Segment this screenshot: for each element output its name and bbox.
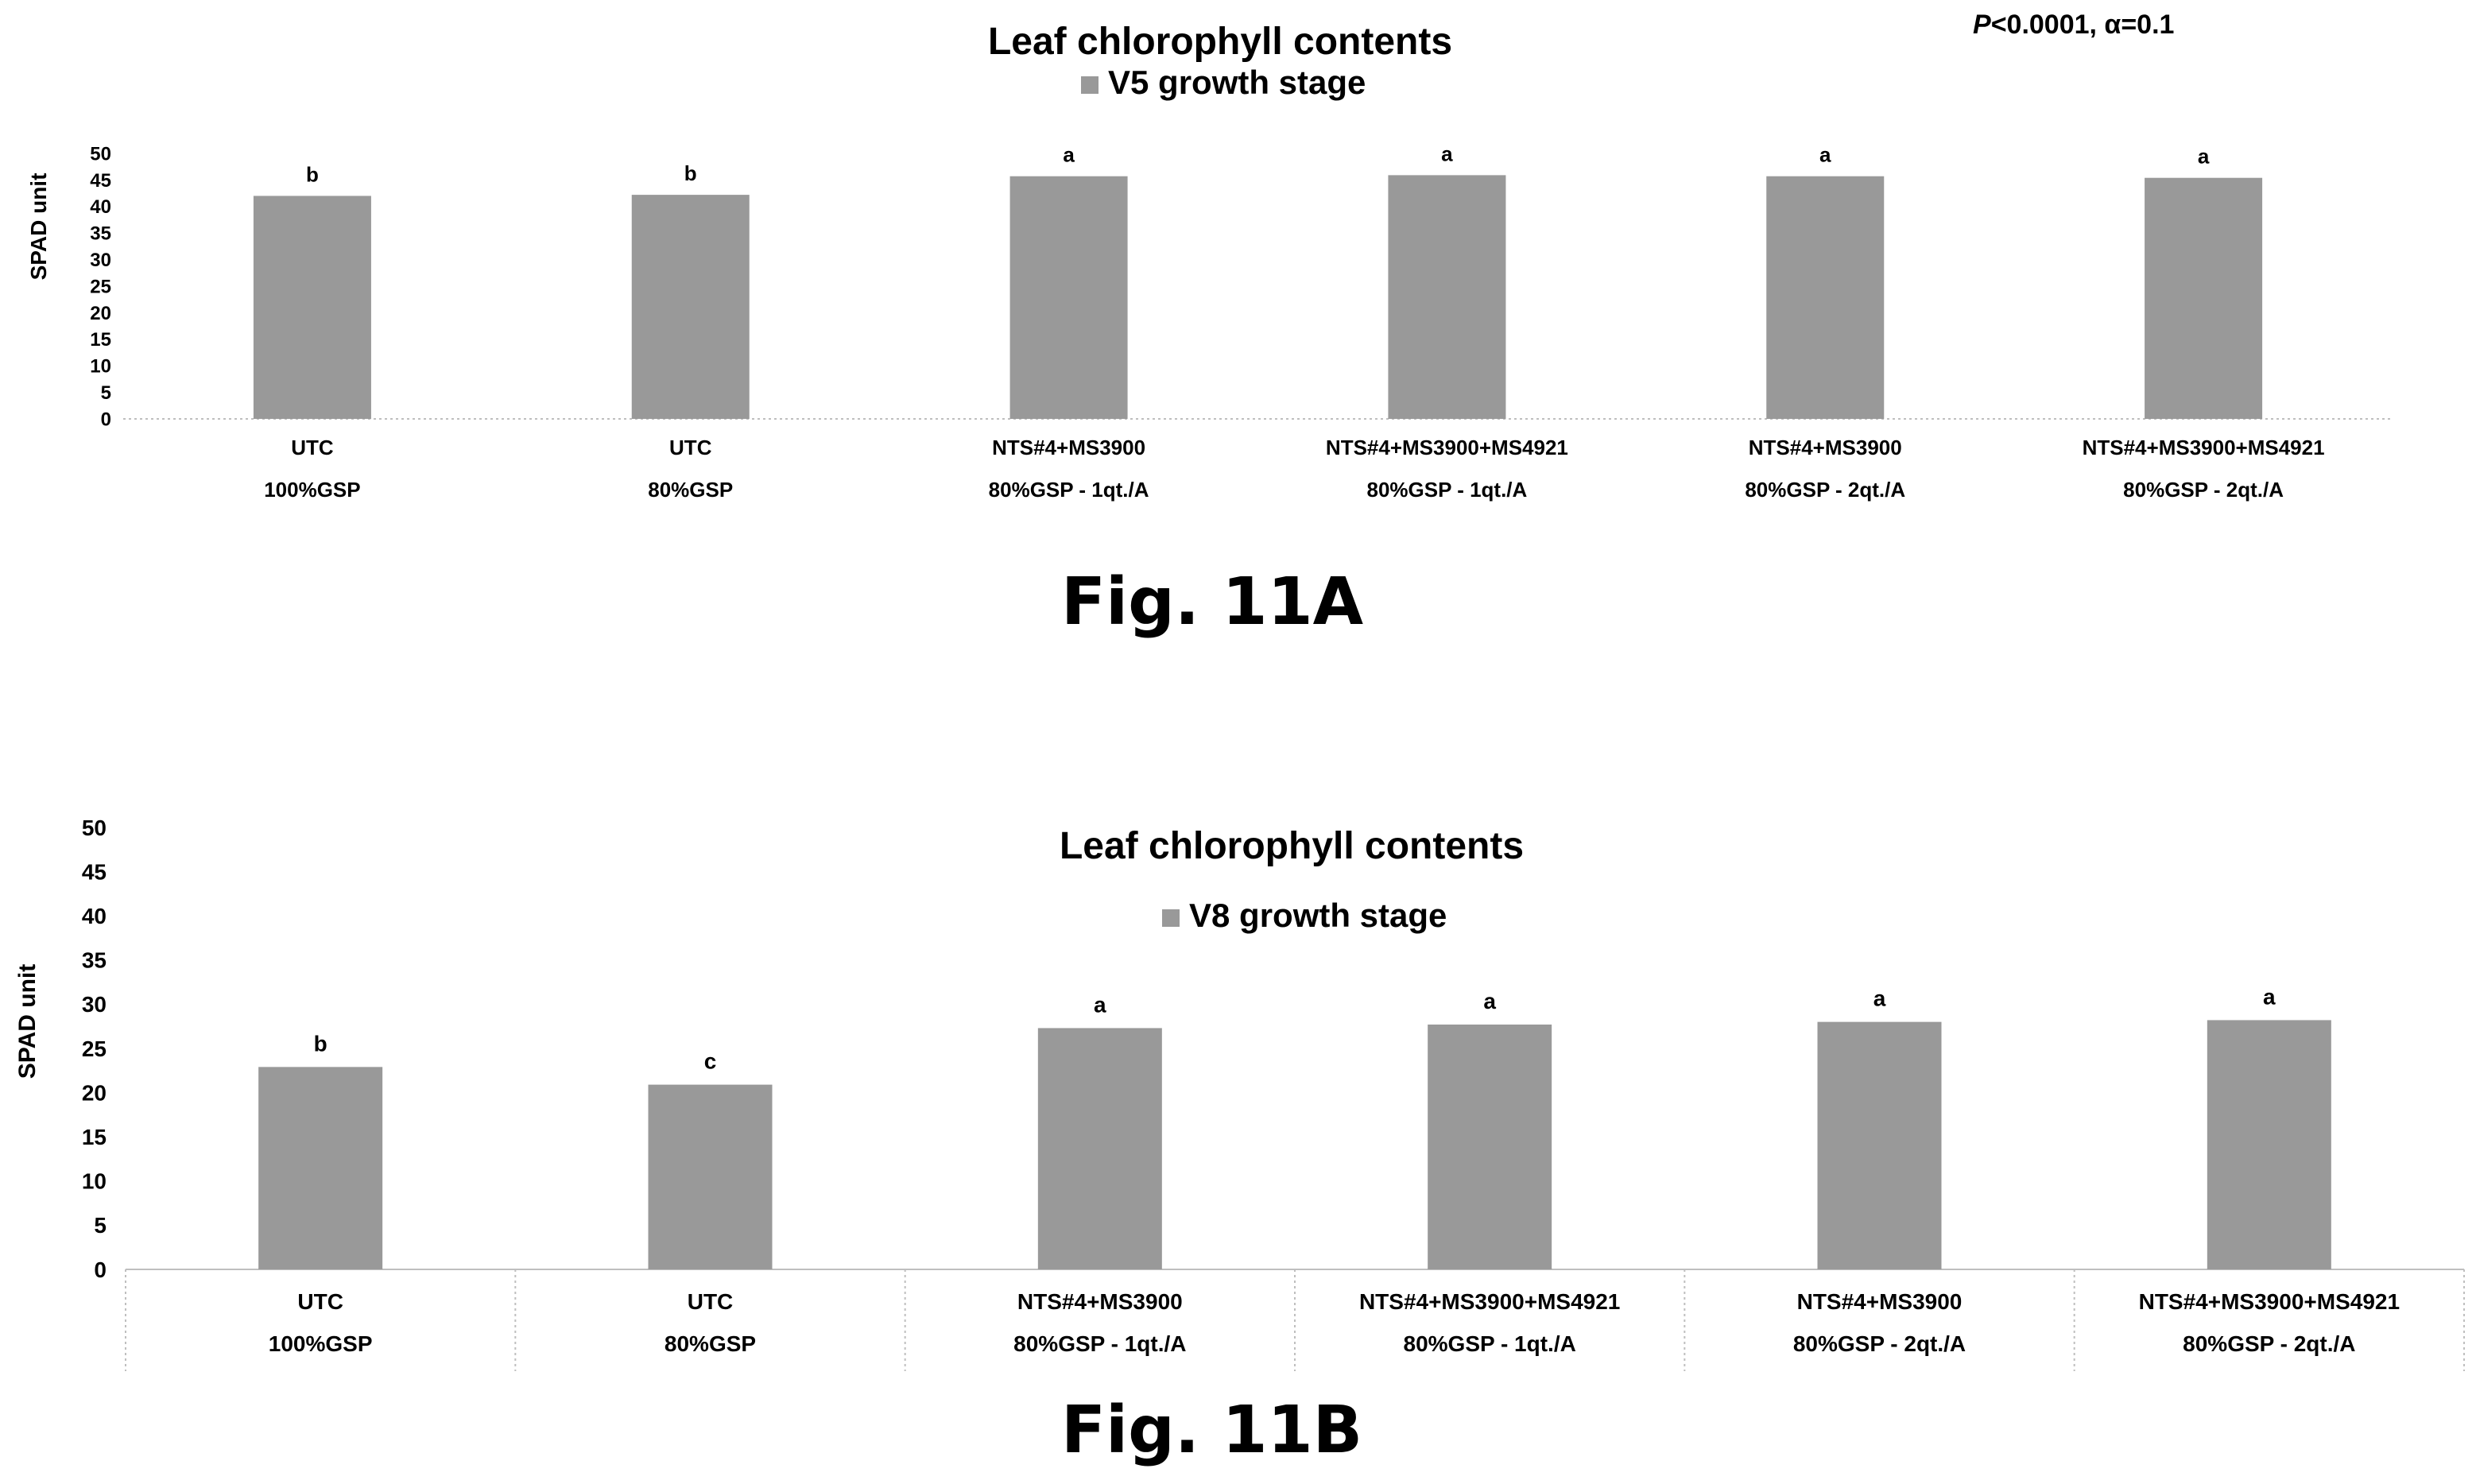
bar [1817,1021,1942,1269]
y-axis-label: SPAD unit [26,173,51,281]
y-axis-label: SPAD unit [14,964,41,1079]
p-symbol: P [1973,10,1991,40]
y-tick-label: 35 [90,223,111,245]
y-tick-label: 25 [82,1036,107,1061]
bar [1388,175,1506,419]
x-tick-sublabel: 80%GSP - 1qt./A [1404,1331,1576,1356]
y-tick-label: 10 [90,356,111,378]
data-label: b [684,161,697,185]
y-tick-label: 15 [90,329,111,351]
x-tick-sublabel: 80%GSP - 2qt./A [2123,478,2284,502]
figure-caption-11b: Fig. 11B [1061,1393,1363,1468]
x-tick-sublabel: 80%GSP - 2qt./A [1793,1331,1966,1356]
legend-swatch [1162,909,1180,927]
legend-label: V5 growth stage [1108,64,1366,101]
bar [1428,1024,1552,1269]
data-label: a [1441,141,1453,165]
y-tick-label: 40 [82,904,107,928]
bar [253,196,371,419]
x-tick-label: UTC [688,1289,734,1314]
y-tick-label: 5 [94,1213,107,1238]
data-label: c [704,1049,717,1074]
y-tick-label: 30 [82,992,107,1017]
legend-label: V8 growth stage [1189,897,1447,934]
x-tick-label: NTS#4+MS3900+MS4921 [2139,1289,2400,1314]
chart-title: Leaf chlorophyll contents [988,21,1452,63]
legend-swatch [1081,76,1099,94]
y-tick-label: 0 [101,409,111,430]
bar [258,1067,383,1269]
data-label: a [1094,992,1106,1017]
bar [1037,1028,1162,1269]
bar [1766,176,1885,419]
x-tick-sublabel: 100%GSP [269,1331,373,1356]
x-tick-sublabel: 80%GSP [665,1331,756,1356]
bar [1009,176,1128,419]
x-tick-label: NTS#4+MS3900 [992,436,1145,459]
y-tick-label: 20 [82,1080,107,1105]
x-tick-label: UTC [297,1289,343,1314]
p-value-text: <0.0001, α=0.1 [1990,10,2175,40]
data-label: b [314,1031,327,1056]
data-label: a [1873,986,1886,1011]
bar [631,195,750,419]
y-tick-label: 20 [90,303,111,324]
y-tick-label: 50 [82,816,107,840]
y-tick-label: 5 [101,382,111,404]
data-label: b [306,162,319,186]
x-tick-sublabel: 80%GSP - 1qt./A [1367,478,1528,502]
y-tick-label: 35 [82,948,107,973]
chart-11b: Leaf chlorophyll contents V8 growth stage… [14,816,2465,1371]
bar [648,1084,773,1269]
y-tick-label: 45 [82,859,107,884]
y-tick-label: 10 [82,1169,107,1194]
bar [2145,177,2263,419]
y-tick-label: 25 [90,276,111,297]
chart-title: Leaf chlorophyll contents [1060,825,1524,867]
figure-caption-11a: Fig. 11A [1061,564,1364,640]
data-label: a [2198,145,2210,169]
x-tick-label: NTS#4+MS3900 [1797,1289,1963,1314]
bar [2207,1020,2331,1269]
data-label: a [1483,989,1496,1013]
data-label: a [1063,143,1075,167]
x-tick-sublabel: 100%GSP [264,478,360,502]
y-tick-label: 15 [82,1125,107,1149]
data-label: a [1819,143,1831,167]
x-tick-label: NTS#4+MS3900+MS4921 [1326,436,1568,459]
y-tick-label: 50 [90,143,111,165]
y-tick-label: 45 [90,170,111,192]
x-tick-sublabel: 80%GSP - 2qt./A [2183,1331,2355,1356]
y-tick-label: 40 [90,196,111,218]
x-tick-sublabel: 80%GSP - 1qt./A [989,478,1149,502]
x-tick-sublabel: 80%GSP [648,478,733,502]
x-tick-sublabel: 80%GSP - 2qt./A [1745,478,1905,502]
x-tick-label: NTS#4+MS3900+MS4921 [1359,1289,1620,1314]
y-tick-label: 30 [90,250,111,271]
p-value-note: P<0.0001, α=0.1 [1973,10,2174,41]
x-tick-label: NTS#4+MS3900 [1017,1289,1183,1314]
data-label: a [2263,984,2276,1009]
x-tick-sublabel: 80%GSP - 1qt./A [1013,1331,1186,1356]
x-tick-label: NTS#4+MS3900+MS4921 [2083,436,2325,459]
x-tick-label: UTC [669,436,712,459]
x-tick-label: NTS#4+MS3900 [1749,436,1902,459]
x-tick-label: UTC [291,436,334,459]
y-tick-label: 0 [94,1257,107,1282]
